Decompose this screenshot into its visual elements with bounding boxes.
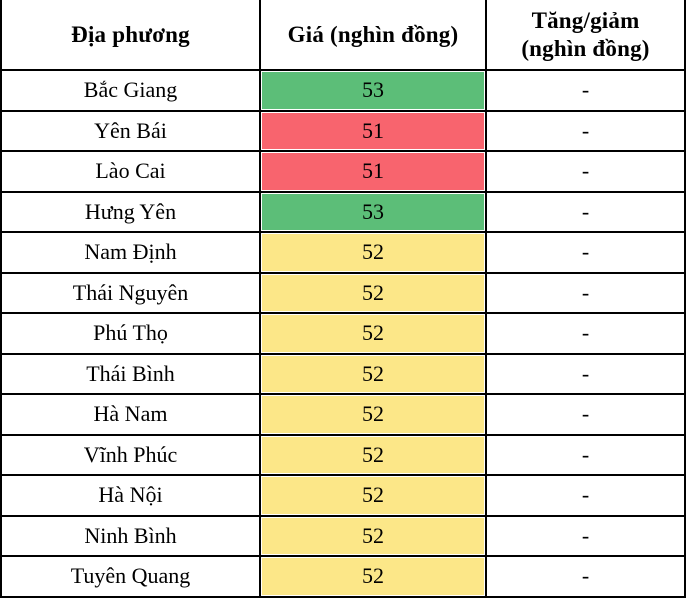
price-value: 51 — [362, 158, 384, 184]
price-highlight-fill — [262, 72, 484, 109]
cell-price: 52 — [259, 312, 487, 355]
table-row: Hưng Yên 53 - — [0, 190, 686, 233]
price-value: 52 — [362, 482, 384, 508]
cell-price: 53 — [259, 190, 487, 233]
cell-change: - — [485, 555, 686, 598]
price-highlight-fill — [262, 315, 484, 352]
cell-locality: Tuyên Quang — [0, 555, 261, 598]
price-highlight-fill — [262, 112, 484, 149]
price-highlight-fill — [262, 436, 484, 473]
cell-price: 52 — [259, 231, 487, 274]
cell-locality: Nam Định — [0, 231, 261, 274]
cell-change: - — [485, 190, 686, 233]
price-value: 52 — [362, 239, 384, 265]
cell-price: 51 — [259, 109, 487, 152]
price-value: 52 — [362, 441, 384, 467]
price-value: 52 — [362, 360, 384, 386]
price-value: 52 — [362, 563, 384, 589]
table-row: Bắc Giang 53 - — [0, 69, 686, 112]
column-header-locality-line-1: Địa phương — [71, 21, 190, 47]
price-value: 51 — [362, 117, 384, 143]
table-row: Hà Nội 52 - — [0, 474, 686, 517]
price-highlight-fill — [262, 396, 484, 433]
price-highlight-fill — [262, 274, 484, 311]
price-value: 53 — [362, 198, 384, 224]
price-value: 52 — [362, 522, 384, 548]
price-highlight-fill — [262, 355, 484, 392]
cell-price: 52 — [259, 271, 487, 314]
table-header-row: Địa phương Giá (nghìn đồng) Tăng/giảm (n… — [0, 0, 686, 71]
column-header-price: Giá (nghìn đồng) — [259, 0, 487, 71]
column-header-price-line-1: Giá (nghìn đồng) — [287, 21, 459, 47]
price-value: 52 — [362, 401, 384, 427]
table-body: Bắc Giang 53- Yên Bái 51- Lào Cai 51- Hưng Yên… — [0, 69, 686, 598]
cell-change: - — [485, 474, 686, 517]
column-header-change: Tăng/giảm (nghìn đồng) — [485, 0, 686, 71]
table-row: Ninh Bình 52 - — [0, 514, 686, 557]
table-header: Địa phương Giá (nghìn đồng) Tăng/giảm (n… — [0, 0, 686, 71]
cell-price: 52 — [259, 555, 487, 598]
table-row: Yên Bái 51 - — [0, 109, 686, 152]
cell-locality: Thái Nguyên — [0, 271, 261, 314]
column-header-change-line-1: Tăng/giảm — [531, 8, 640, 34]
table-row: Thái Bình 52 - — [0, 352, 686, 395]
cell-price: 52 — [259, 433, 487, 476]
cell-locality: Lào Cai — [0, 150, 261, 193]
cell-locality: Phú Thọ — [0, 312, 261, 355]
cell-locality: Thái Bình — [0, 352, 261, 395]
table-row: Phú Thọ 52 - — [0, 312, 686, 355]
cell-change: - — [485, 433, 686, 476]
cell-change: - — [485, 231, 686, 274]
cell-change: - — [485, 312, 686, 355]
price-highlight-fill — [262, 234, 484, 271]
cell-change: - — [485, 271, 686, 314]
cell-price: 52 — [259, 352, 487, 395]
cell-change: - — [485, 393, 686, 436]
table-row: Lào Cai 51 - — [0, 150, 686, 193]
table-row: Thái Nguyên 52 - — [0, 271, 686, 314]
cell-locality: Hà Nội — [0, 474, 261, 517]
price-highlight-fill — [262, 153, 484, 190]
table-row: Tuyên Quang 52 - — [0, 555, 686, 598]
cell-locality: Hà Nam — [0, 393, 261, 436]
cell-change: - — [485, 69, 686, 112]
table-row: Nam Định 52 - — [0, 231, 686, 274]
cell-locality: Vĩnh Phúc — [0, 433, 261, 476]
cell-locality: Bắc Giang — [0, 69, 261, 112]
cell-locality: Ninh Bình — [0, 514, 261, 557]
cell-price: 51 — [259, 150, 487, 193]
cell-locality: Yên Bái — [0, 109, 261, 152]
cell-locality: Hưng Yên — [0, 190, 261, 233]
column-header-change-line-2: (nghìn đồng) — [521, 35, 650, 61]
cell-change: - — [485, 514, 686, 557]
price-highlight-fill — [262, 477, 484, 514]
cell-change: - — [485, 150, 686, 193]
table-row: Hà Nam 52 - — [0, 393, 686, 436]
cell-price: 52 — [259, 393, 487, 436]
cell-price: 52 — [259, 474, 487, 517]
cell-price: 52 — [259, 514, 487, 557]
cell-change: - — [485, 109, 686, 152]
cell-change: - — [485, 352, 686, 395]
price-value: 52 — [362, 279, 384, 305]
cell-price: 53 — [259, 69, 487, 112]
column-header-locality: Địa phương — [0, 0, 261, 71]
table-row: Vĩnh Phúc 52 - — [0, 433, 686, 476]
price-value: 53 — [362, 77, 384, 103]
price-value: 52 — [362, 320, 384, 346]
price-highlight-fill — [262, 193, 484, 230]
price-highlight-fill — [262, 517, 484, 554]
